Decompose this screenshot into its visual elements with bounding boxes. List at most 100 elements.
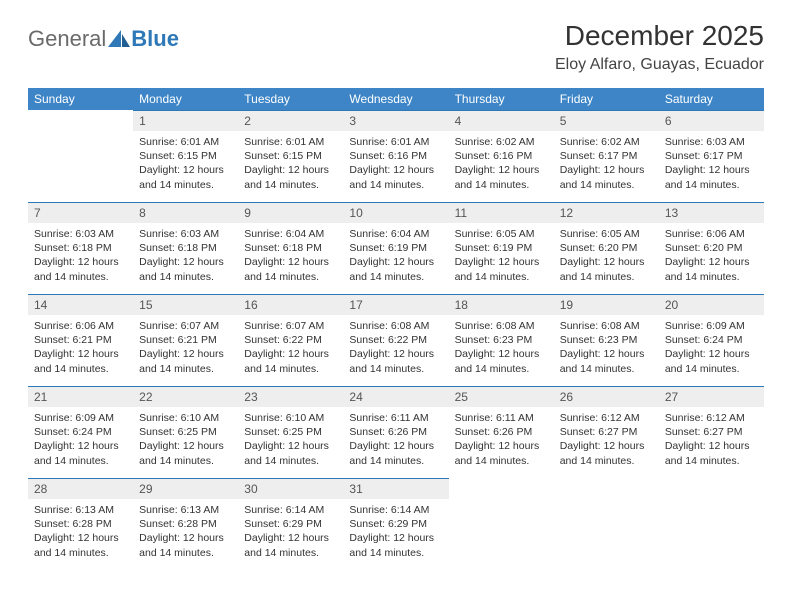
calendar-day-cell: 26Sunrise: 6:12 AMSunset: 6:27 PMDayligh… (554, 386, 659, 478)
sunrise-text: Sunrise: 6:06 AM (665, 227, 758, 241)
daylight-text: Daylight: 12 hours and 14 minutes. (665, 347, 758, 375)
sunrise-text: Sunrise: 6:01 AM (244, 135, 337, 149)
sunset-text: Sunset: 6:26 PM (349, 425, 442, 439)
sunset-text: Sunset: 6:18 PM (34, 241, 127, 255)
weekday-header: Wednesday (343, 88, 448, 110)
day-body: Sunrise: 6:04 AMSunset: 6:18 PMDaylight:… (238, 223, 343, 290)
calendar-day-cell (28, 110, 133, 202)
sunrise-text: Sunrise: 6:14 AM (349, 503, 442, 517)
sunrise-text: Sunrise: 6:05 AM (455, 227, 548, 241)
calendar-day-cell (449, 478, 554, 570)
daylight-text: Daylight: 12 hours and 14 minutes. (349, 163, 442, 191)
page-title: December 2025 (555, 20, 764, 52)
day-body: Sunrise: 6:11 AMSunset: 6:26 PMDaylight:… (449, 407, 554, 474)
day-number: 27 (659, 386, 764, 407)
calendar-day-cell: 28Sunrise: 6:13 AMSunset: 6:28 PMDayligh… (28, 478, 133, 570)
day-number: 3 (343, 110, 448, 131)
daylight-text: Daylight: 12 hours and 14 minutes. (139, 163, 232, 191)
sunrise-text: Sunrise: 6:03 AM (665, 135, 758, 149)
calendar-table: Sunday Monday Tuesday Wednesday Thursday… (28, 88, 764, 570)
daylight-text: Daylight: 12 hours and 14 minutes. (34, 347, 127, 375)
day-body: Sunrise: 6:06 AMSunset: 6:21 PMDaylight:… (28, 315, 133, 382)
day-number: 9 (238, 202, 343, 223)
day-body: Sunrise: 6:12 AMSunset: 6:27 PMDaylight:… (659, 407, 764, 474)
calendar-day-cell: 15Sunrise: 6:07 AMSunset: 6:21 PMDayligh… (133, 294, 238, 386)
day-number: 18 (449, 294, 554, 315)
calendar-body: 1Sunrise: 6:01 AMSunset: 6:15 PMDaylight… (28, 110, 764, 570)
sunset-text: Sunset: 6:22 PM (244, 333, 337, 347)
calendar-week-row: 14Sunrise: 6:06 AMSunset: 6:21 PMDayligh… (28, 294, 764, 386)
calendar-day-cell: 12Sunrise: 6:05 AMSunset: 6:20 PMDayligh… (554, 202, 659, 294)
day-number: 22 (133, 386, 238, 407)
day-body: Sunrise: 6:04 AMSunset: 6:19 PMDaylight:… (343, 223, 448, 290)
calendar-day-cell: 13Sunrise: 6:06 AMSunset: 6:20 PMDayligh… (659, 202, 764, 294)
daylight-text: Daylight: 12 hours and 14 minutes. (349, 531, 442, 559)
calendar-day-cell: 25Sunrise: 6:11 AMSunset: 6:26 PMDayligh… (449, 386, 554, 478)
sunset-text: Sunset: 6:17 PM (665, 149, 758, 163)
calendar-day-cell: 17Sunrise: 6:08 AMSunset: 6:22 PMDayligh… (343, 294, 448, 386)
calendar-day-cell: 11Sunrise: 6:05 AMSunset: 6:19 PMDayligh… (449, 202, 554, 294)
sunrise-text: Sunrise: 6:06 AM (34, 319, 127, 333)
sunrise-text: Sunrise: 6:01 AM (139, 135, 232, 149)
calendar-day-cell: 21Sunrise: 6:09 AMSunset: 6:24 PMDayligh… (28, 386, 133, 478)
calendar-day-cell: 31Sunrise: 6:14 AMSunset: 6:29 PMDayligh… (343, 478, 448, 570)
daylight-text: Daylight: 12 hours and 14 minutes. (349, 255, 442, 283)
calendar-day-cell: 19Sunrise: 6:08 AMSunset: 6:23 PMDayligh… (554, 294, 659, 386)
calendar-day-cell: 30Sunrise: 6:14 AMSunset: 6:29 PMDayligh… (238, 478, 343, 570)
sunrise-text: Sunrise: 6:10 AM (139, 411, 232, 425)
sunset-text: Sunset: 6:16 PM (455, 149, 548, 163)
sunrise-text: Sunrise: 6:09 AM (665, 319, 758, 333)
calendar-day-cell (554, 478, 659, 570)
sunrise-text: Sunrise: 6:13 AM (34, 503, 127, 517)
calendar-day-cell: 1Sunrise: 6:01 AMSunset: 6:15 PMDaylight… (133, 110, 238, 202)
daylight-text: Daylight: 12 hours and 14 minutes. (560, 439, 653, 467)
brand-part1: General (28, 26, 106, 52)
day-body: Sunrise: 6:09 AMSunset: 6:24 PMDaylight:… (659, 315, 764, 382)
calendar-week-row: 7Sunrise: 6:03 AMSunset: 6:18 PMDaylight… (28, 202, 764, 294)
calendar-day-cell: 20Sunrise: 6:09 AMSunset: 6:24 PMDayligh… (659, 294, 764, 386)
day-number: 13 (659, 202, 764, 223)
sunrise-text: Sunrise: 6:10 AM (244, 411, 337, 425)
sunset-text: Sunset: 6:24 PM (665, 333, 758, 347)
sunset-text: Sunset: 6:25 PM (139, 425, 232, 439)
daylight-text: Daylight: 12 hours and 14 minutes. (244, 531, 337, 559)
day-body: Sunrise: 6:08 AMSunset: 6:23 PMDaylight:… (554, 315, 659, 382)
day-body: Sunrise: 6:03 AMSunset: 6:17 PMDaylight:… (659, 131, 764, 198)
sunrise-text: Sunrise: 6:07 AM (244, 319, 337, 333)
day-number: 10 (343, 202, 448, 223)
sunset-text: Sunset: 6:28 PM (34, 517, 127, 531)
calendar-week-row: 21Sunrise: 6:09 AMSunset: 6:24 PMDayligh… (28, 386, 764, 478)
day-body: Sunrise: 6:12 AMSunset: 6:27 PMDaylight:… (554, 407, 659, 474)
sunset-text: Sunset: 6:15 PM (139, 149, 232, 163)
day-number: 5 (554, 110, 659, 131)
day-number: 20 (659, 294, 764, 315)
day-number: 30 (238, 478, 343, 499)
daylight-text: Daylight: 12 hours and 14 minutes. (349, 439, 442, 467)
brand-sail-icon (108, 30, 130, 48)
day-body: Sunrise: 6:02 AMSunset: 6:16 PMDaylight:… (449, 131, 554, 198)
day-number: 8 (133, 202, 238, 223)
day-body: Sunrise: 6:13 AMSunset: 6:28 PMDaylight:… (133, 499, 238, 566)
weekday-header: Sunday (28, 88, 133, 110)
daylight-text: Daylight: 12 hours and 14 minutes. (139, 531, 232, 559)
day-body: Sunrise: 6:06 AMSunset: 6:20 PMDaylight:… (659, 223, 764, 290)
sunrise-text: Sunrise: 6:08 AM (349, 319, 442, 333)
daylight-text: Daylight: 12 hours and 14 minutes. (455, 347, 548, 375)
day-number: 25 (449, 386, 554, 407)
sunset-text: Sunset: 6:18 PM (244, 241, 337, 255)
calendar-day-cell: 14Sunrise: 6:06 AMSunset: 6:21 PMDayligh… (28, 294, 133, 386)
sunset-text: Sunset: 6:27 PM (560, 425, 653, 439)
daylight-text: Daylight: 12 hours and 14 minutes. (455, 255, 548, 283)
weekday-header: Saturday (659, 88, 764, 110)
sunset-text: Sunset: 6:24 PM (34, 425, 127, 439)
daylight-text: Daylight: 12 hours and 14 minutes. (455, 163, 548, 191)
sunset-text: Sunset: 6:19 PM (349, 241, 442, 255)
calendar-day-cell: 23Sunrise: 6:10 AMSunset: 6:25 PMDayligh… (238, 386, 343, 478)
day-number: 28 (28, 478, 133, 499)
sunset-text: Sunset: 6:21 PM (139, 333, 232, 347)
sunrise-text: Sunrise: 6:03 AM (34, 227, 127, 241)
daylight-text: Daylight: 12 hours and 14 minutes. (244, 163, 337, 191)
sunrise-text: Sunrise: 6:12 AM (665, 411, 758, 425)
day-body: Sunrise: 6:03 AMSunset: 6:18 PMDaylight:… (133, 223, 238, 290)
sunrise-text: Sunrise: 6:02 AM (455, 135, 548, 149)
